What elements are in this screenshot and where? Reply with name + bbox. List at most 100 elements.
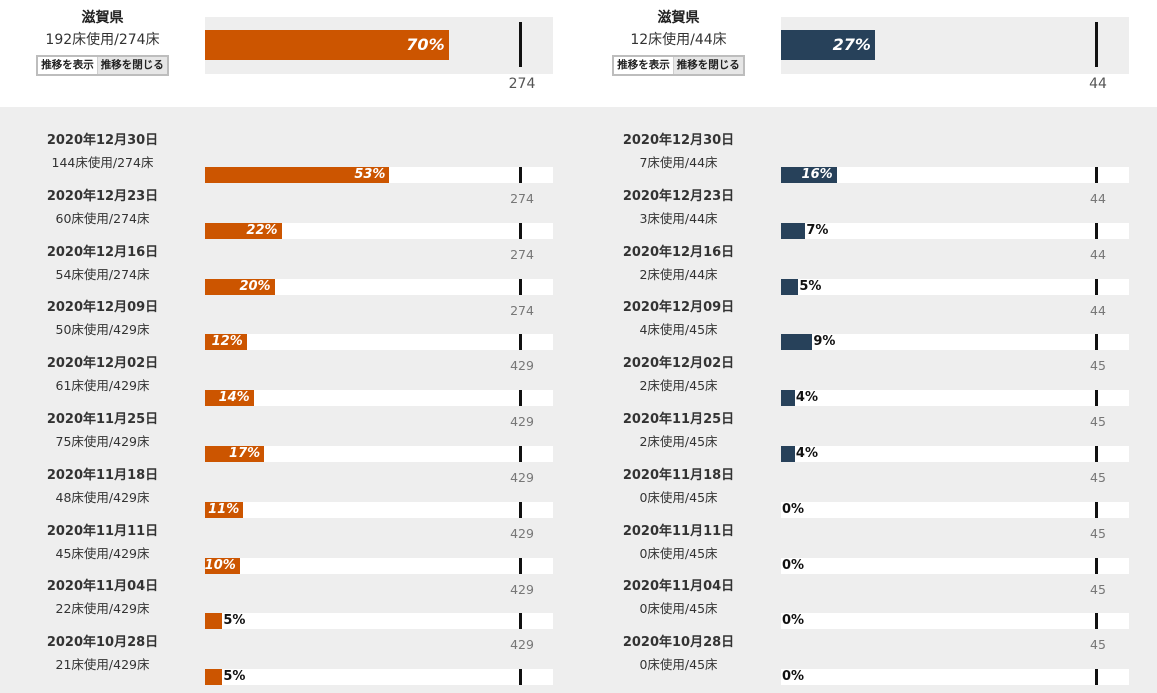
summary-bar-track: 70% (205, 17, 553, 74)
close-trend-button[interactable]: 推移を閉じる (676, 59, 740, 71)
row-usage-text: 0床使用/45床 (639, 545, 718, 561)
row-percent-label: 9% (813, 334, 836, 350)
history-row: 2020年11月04日 22床使用/429床 5% 429 (0, 576, 560, 652)
capacity-marker (1095, 501, 1098, 518)
row-info: 2020年11月25日 75床使用/429床 (0, 409, 205, 453)
history-row: 2020年12月02日 2床使用/45床 4% 45 (576, 353, 1136, 429)
trend-toggle: 推移を表示 推移を閉じる (36, 55, 169, 76)
row-date: 2020年11月11日 (622, 523, 735, 539)
capacity-marker (1095, 669, 1098, 686)
row-date: 2020年12月09日 (622, 300, 735, 316)
history-row: 2020年11月25日 75床使用/429床 17% 429 (0, 409, 560, 485)
capacity-marker (519, 222, 522, 239)
capacity-marker (519, 167, 522, 183)
row-percent-label: 20% (239, 278, 271, 294)
row-usage-text: 2床使用/45床 (639, 378, 718, 394)
history-row: 2020年12月23日 3床使用/44床 7% 44 (576, 186, 1136, 262)
row-info: 2020年12月02日 2床使用/45床 (576, 353, 781, 397)
capacity-marker (519, 446, 522, 462)
history-row: 2020年12月02日 61床使用/429床 14% 429 (0, 353, 560, 429)
row-bar-track: 11% (205, 501, 553, 518)
capacity-marker (519, 390, 522, 407)
row-date: 2020年11月04日 (46, 579, 159, 595)
row-usage-text: 0床使用/45床 (639, 657, 718, 673)
row-bar-track: 14% (205, 390, 553, 407)
summary-bar: 27% (781, 30, 875, 60)
row-date: 2020年11月04日 (622, 579, 735, 595)
row-usage-text: 4床使用/45床 (639, 322, 718, 338)
show-trend-button[interactable]: 推移を表示 (38, 57, 98, 74)
history-row: 2020年12月09日 50床使用/429床 12% 429 (0, 297, 560, 373)
row-info: 2020年12月16日 54床使用/274床 (0, 242, 205, 286)
row-bar-track: 0% (781, 501, 1129, 518)
capacity-marker (1095, 613, 1098, 630)
row-bar (781, 446, 795, 462)
row-capacity-label: 274 (510, 246, 534, 262)
row-info: 2020年12月30日 7床使用/44床 (576, 130, 781, 174)
row-bar-track: 9% (781, 334, 1129, 351)
summary-capacity-label: 44 (1089, 76, 1107, 92)
row-info: 2020年12月23日 60床使用/274床 (0, 186, 205, 230)
row-percent-label: 5% (799, 278, 822, 294)
row-date: 2020年11月18日 (46, 467, 159, 483)
summary-info: 滋賀県 192床使用/274床 推移を表示 推移を閉じる (0, 8, 205, 76)
row-usage-text: 21床使用/429床 (55, 657, 150, 673)
row-capacity-label: 45 (1090, 414, 1106, 430)
row-usage-text: 2床使用/44床 (639, 266, 718, 282)
close-trend-button[interactable]: 推移を閉じる (100, 59, 164, 71)
row-info: 2020年11月25日 2床使用/45床 (576, 409, 781, 453)
prefecture-name: 滋賀県 (81, 10, 124, 26)
row-date: 2020年12月02日 (622, 356, 735, 372)
row-bar: 53% (205, 167, 390, 183)
summary-percent-label: 70% (406, 35, 445, 54)
show-trend-button[interactable]: 推移を表示 (614, 57, 674, 74)
row-bar (205, 613, 223, 630)
row-capacity-label: 429 (510, 470, 534, 485)
row-usage-text: 50床使用/429床 (55, 322, 150, 338)
row-capacity-label: 429 (510, 637, 534, 653)
row-usage-text: 0床使用/45床 (639, 601, 718, 617)
row-usage-text: 61床使用/429床 (55, 378, 150, 394)
row-percent-label: 17% (229, 446, 261, 461)
row-bar (781, 390, 795, 407)
row-bar: 17% (205, 446, 265, 462)
row-bar: 16% (781, 167, 837, 183)
row-percent-label: 0% (782, 501, 805, 517)
row-info: 2020年11月04日 0床使用/45床 (576, 576, 781, 620)
history-row: 2020年11月11日 45床使用/429床 10% 429 (0, 521, 560, 597)
capacity-marker (1095, 167, 1098, 183)
row-percent-label: 0% (782, 557, 805, 573)
history-row: 2020年11月18日 48床使用/429床 11% 429 (0, 465, 560, 541)
row-bar-track: 17% (205, 446, 553, 462)
summary-usage-text: 12床使用/44床 (630, 32, 727, 48)
row-usage-text: 2床使用/45床 (639, 434, 718, 449)
capacity-marker (1095, 446, 1098, 462)
history-row: 2020年12月16日 54床使用/274床 20% 274 (0, 242, 560, 318)
row-percent-label: 5% (223, 669, 246, 685)
row-date: 2020年11月11日 (46, 523, 159, 539)
capacity-marker (519, 22, 522, 67)
row-capacity-label: 274 (510, 191, 534, 206)
row-date: 2020年12月30日 (622, 133, 735, 148)
capacity-marker (519, 557, 522, 574)
row-usage-text: 60床使用/274床 (55, 210, 150, 226)
row-bar-track: 0% (781, 613, 1129, 630)
row-percent-label: 12% (211, 334, 243, 350)
summary-percent-label: 27% (832, 35, 871, 54)
history-row: 2020年12月30日 144床使用/274床 53% 274 (0, 130, 560, 206)
row-capacity-label: 429 (510, 525, 534, 541)
row-percent-label: 4% (795, 390, 818, 406)
capacity-marker (1095, 278, 1098, 295)
summary-info: 滋賀県 12床使用/44床 推移を表示 推移を閉じる (576, 8, 781, 76)
row-date: 2020年12月09日 (46, 300, 159, 316)
row-capacity-label: 44 (1090, 191, 1106, 206)
panel-right: 滋賀県 12床使用/44床 推移を表示 推移を閉じる 27% 44 2020年1… (576, 0, 1136, 693)
history-row: 2020年11月18日 0床使用/45床 0% 45 (576, 465, 1136, 541)
row-date: 2020年12月30日 (46, 133, 159, 148)
row-percent-label: 5% (223, 613, 246, 629)
panel-left: 滋賀県 192床使用/274床 推移を表示 推移を閉じる 70% 274 202… (0, 0, 560, 693)
summary-capacity-label: 274 (508, 76, 536, 92)
history-row: 2020年11月11日 0床使用/45床 0% 45 (576, 521, 1136, 597)
row-capacity-label: 429 (510, 414, 534, 430)
